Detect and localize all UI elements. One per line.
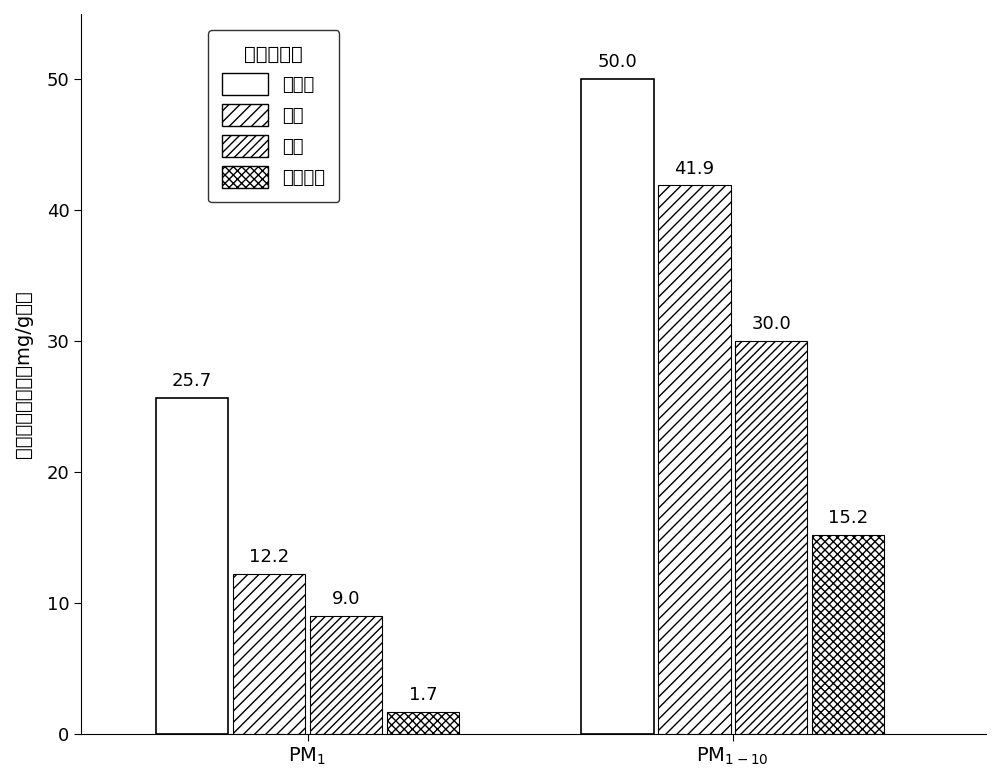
Bar (310, 616, 382, 734)
Text: 25.7: 25.7 (172, 372, 212, 390)
Text: 41.9: 41.9 (674, 159, 714, 177)
Text: 15.2: 15.2 (828, 509, 868, 527)
Bar (658, 185, 731, 734)
Text: 12.2: 12.2 (249, 548, 289, 566)
Y-axis label: 细飗粒物生成量，mg/g灰分: 细飗粒物生成量，mg/g灰分 (14, 290, 33, 458)
Bar (581, 80, 654, 734)
Bar (387, 711, 459, 734)
Bar (735, 341, 807, 734)
Text: 30.0: 30.0 (751, 316, 791, 333)
Legend: 不处理, 烘焙, 热解, 水热碳化: 不处理, 烘焙, 热解, 水热碳化 (208, 30, 339, 202)
Bar (156, 398, 228, 734)
Text: 50.0: 50.0 (598, 53, 637, 72)
Bar (812, 535, 884, 734)
Text: 9.0: 9.0 (332, 590, 360, 608)
Text: 1.7: 1.7 (409, 686, 437, 704)
Bar (233, 574, 305, 734)
